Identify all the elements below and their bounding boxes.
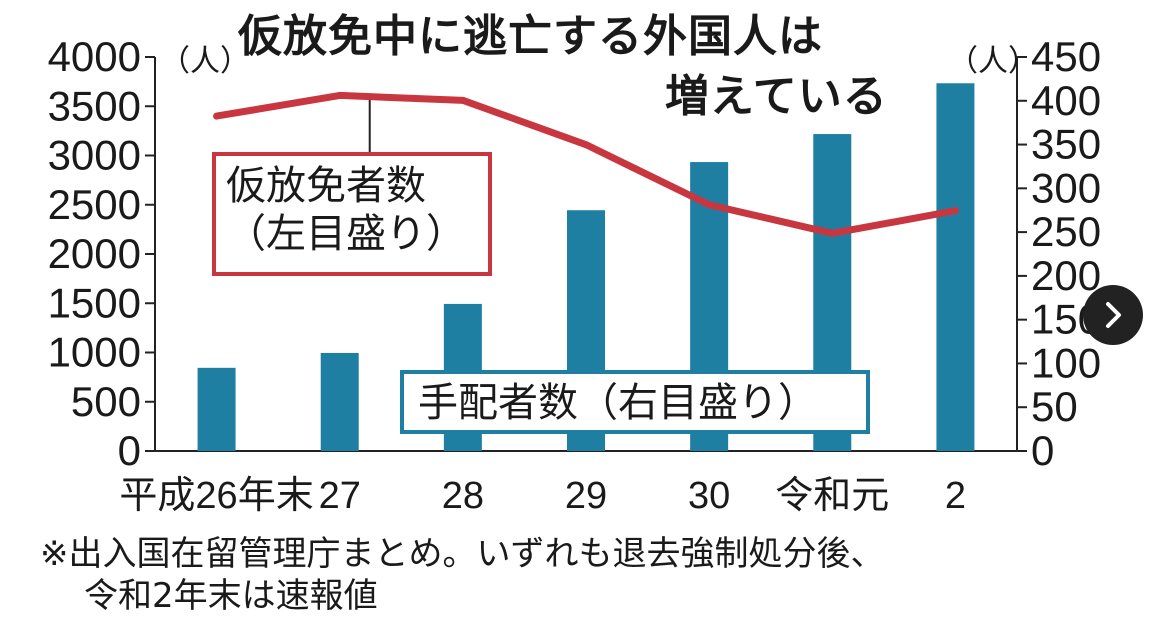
x-tick-label-4: 30	[688, 475, 730, 517]
bar-6	[936, 83, 975, 452]
left-tick-label-4: 2000	[48, 230, 141, 277]
x-tick-label-6: 2	[945, 475, 966, 517]
chart-title-line1: 仮放免中に逃亡する外国人は	[238, 11, 823, 62]
source-note-line1: ※出入国在留管理庁まとめ。いずれも退去強制処分後、	[40, 534, 885, 574]
bar-1	[320, 352, 359, 451]
line-point-4	[708, 203, 711, 206]
line-point-2	[461, 99, 464, 102]
left-tick-label-6: 3000	[48, 132, 141, 179]
line-point-0	[215, 115, 218, 118]
bar-series-legend: 手配者数（右目盛り）	[400, 370, 870, 434]
right-tick-label-0: 0	[1031, 427, 1054, 474]
line-series-legend-name: 仮放免者数	[226, 163, 426, 209]
right-axis-unit: （人）	[948, 44, 1038, 79]
right-tick-label-5: 250	[1031, 208, 1101, 255]
bar-0	[197, 367, 236, 451]
left-tick-label-0: 0	[118, 427, 141, 474]
chart-title-line2: 増えている	[665, 71, 888, 122]
right-tick-label-2: 100	[1031, 339, 1101, 386]
left-tick-label-8: 4000	[48, 33, 141, 80]
line-point-1	[338, 94, 341, 97]
line-point-6	[954, 209, 957, 212]
left-tick-label-7: 3500	[48, 82, 141, 129]
line-series-legend: 仮放免者数 （左目盛り）	[212, 152, 492, 276]
x-tick-label-2: 28	[442, 475, 484, 517]
right-tick-label-8: 400	[1031, 77, 1101, 124]
line-series-legend-axis: （左目盛り）	[226, 211, 466, 257]
right-tick-label-4: 200	[1031, 252, 1101, 299]
source-note-line2: 令和2年末は速報値	[84, 576, 378, 616]
right-tick-label-1: 50	[1031, 383, 1078, 430]
left-tick-label-3: 1500	[48, 279, 141, 326]
line-point-5	[831, 232, 834, 235]
left-axis-unit: （人）	[160, 44, 250, 79]
left-tick-label-2: 1000	[48, 329, 141, 376]
right-tick-label-7: 350	[1031, 121, 1101, 168]
x-tick-label-5: 令和元	[775, 475, 889, 517]
next-button[interactable]	[1083, 285, 1143, 345]
right-tick-label-6: 300	[1031, 164, 1101, 211]
line-point-3	[585, 143, 587, 146]
chevron-right-icon	[1106, 302, 1121, 328]
left-tick-label-1: 500	[71, 378, 141, 425]
x-tick-label-0: 平成26年末	[119, 475, 313, 517]
x-tick-label-1: 27	[319, 475, 361, 517]
left-tick-label-5: 2500	[48, 181, 141, 228]
x-tick-label-3: 29	[565, 475, 607, 517]
right-tick-label-9: 450	[1031, 33, 1101, 80]
